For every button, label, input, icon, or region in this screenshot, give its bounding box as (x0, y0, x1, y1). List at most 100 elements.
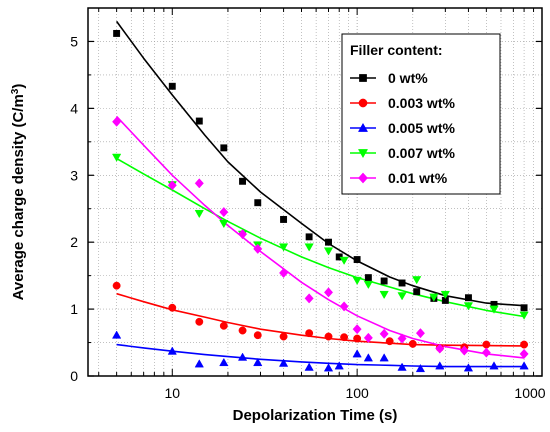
y-tick-label: 0 (70, 368, 78, 384)
legend-label: 0.005 wt% (388, 120, 455, 136)
data-point (519, 348, 529, 359)
data-point (482, 340, 491, 349)
data-point (194, 359, 204, 368)
data-point (167, 346, 177, 355)
axes: 0 1 2 3 4 5 10 100 1000 (70, 8, 546, 401)
data-point (520, 304, 528, 312)
data-point (339, 256, 349, 265)
legend-marker (358, 172, 368, 184)
data-point (435, 343, 445, 354)
data-point (379, 353, 389, 362)
data-point (379, 290, 389, 300)
data-point (219, 219, 229, 229)
data-point (415, 328, 425, 339)
data-point (237, 352, 248, 361)
y-tick-label: 2 (70, 234, 78, 250)
data-point (481, 347, 491, 358)
x-axis-label: Depolarization Time (s) (233, 407, 398, 424)
data-point (323, 363, 334, 372)
data-point (219, 206, 229, 218)
data-point (397, 333, 407, 344)
data-point (195, 117, 203, 125)
data-point (413, 288, 421, 296)
data-point (385, 337, 394, 346)
data-point (463, 363, 474, 372)
data-point (429, 293, 439, 302)
data-point (353, 256, 361, 264)
data-point (219, 357, 229, 367)
data-point (323, 287, 334, 298)
data-point (168, 303, 177, 312)
data-point (280, 215, 288, 223)
data-point (463, 302, 474, 311)
data-point (334, 361, 344, 370)
data-point (278, 243, 289, 252)
data-point (112, 330, 122, 339)
data-point (253, 331, 262, 340)
data-point (519, 361, 529, 370)
data-point (323, 247, 334, 256)
data-point (352, 276, 362, 286)
data-point (380, 277, 388, 285)
data-point (194, 209, 204, 219)
data-point (364, 274, 372, 282)
data-point (112, 153, 122, 162)
data-point (167, 180, 177, 191)
legend-marker (357, 149, 369, 159)
data-point (238, 326, 247, 335)
data-point (459, 345, 469, 356)
data-point (253, 243, 263, 254)
data-point (112, 281, 121, 290)
legend-label: 0.003 wt% (388, 95, 455, 111)
data-point (353, 334, 362, 343)
data-point (489, 305, 499, 314)
data-point (520, 340, 529, 349)
data-point (168, 82, 176, 90)
data-point (279, 267, 289, 279)
x-tick-label: 10 (164, 385, 180, 401)
legend-marker (357, 122, 369, 132)
data-point (397, 292, 407, 301)
data-point (254, 199, 262, 207)
data-point (195, 317, 204, 326)
y-axis-label-close: ) (10, 84, 27, 89)
x-tick-label: 1000 (514, 385, 545, 401)
data-point (219, 321, 228, 330)
data-point (112, 116, 122, 127)
legend-box (341, 33, 501, 195)
data-point (363, 332, 373, 343)
data-point (363, 280, 373, 290)
fit-line (116, 292, 525, 347)
data-point (440, 290, 450, 300)
fit-line (115, 20, 525, 307)
data-point (489, 361, 499, 370)
data-point (435, 361, 445, 370)
data-point (397, 362, 407, 371)
data-point (464, 294, 472, 302)
y-axis-label: Average charge density (C/m3) (10, 84, 27, 301)
data-point (412, 276, 422, 285)
data-point (239, 177, 247, 185)
data-point (305, 329, 314, 338)
data-point (352, 349, 362, 358)
data-point (304, 293, 314, 304)
data-point (352, 324, 362, 335)
legend-items: 0 wt% 0.003 wt% 0.005 wt% 0.007 wt% 0.01 wt% (350, 70, 455, 186)
data-point (304, 243, 314, 252)
legend-title: Filler content: (350, 42, 443, 58)
y-axis-label-main: Average charge density (C/m (10, 94, 27, 300)
data-point (340, 333, 349, 342)
legend-label: 0 wt% (388, 70, 428, 86)
data-markers (112, 29, 529, 373)
data-point (325, 238, 332, 246)
data-point (194, 178, 204, 189)
data-point (113, 29, 121, 37)
data-point (408, 339, 417, 348)
legend: Filler content: 0 wt% 0.003 wt% 0.005 wt% 0… (341, 33, 501, 195)
data-point (519, 311, 529, 320)
data-point (379, 328, 389, 339)
legend-label: 0.01 wt% (388, 170, 448, 186)
x-tick-label: 100 (345, 385, 369, 401)
legend-marker (358, 98, 368, 108)
